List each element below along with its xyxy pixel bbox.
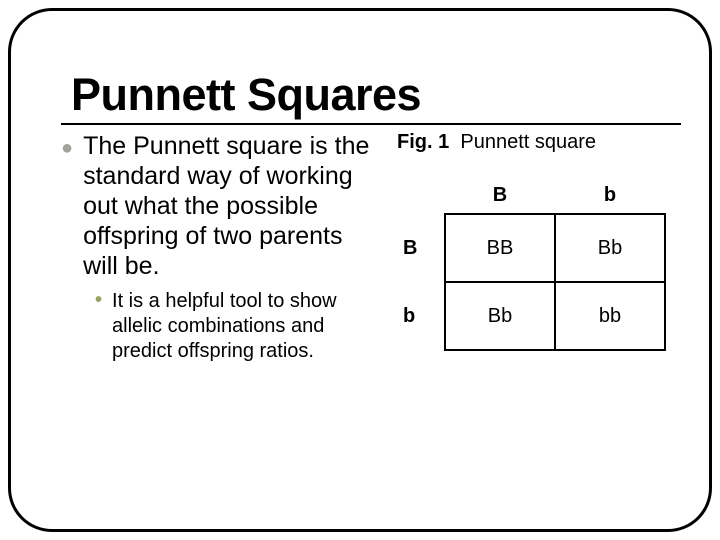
bullet-level1-text: The Punnett square is the standard way o… bbox=[83, 131, 381, 281]
punnett-square: B b B BB Bb b Bb bb bbox=[399, 176, 665, 350]
slide-content: Punnett Squares ● The Punnett square is … bbox=[11, 11, 709, 529]
cell-1-1: bb bbox=[554, 281, 666, 351]
slide-frame: Punnett Squares ● The Punnett square is … bbox=[8, 8, 712, 532]
text-column: ● The Punnett square is the standard way… bbox=[61, 131, 381, 364]
figure-caption-text: Punnett square bbox=[460, 131, 596, 153]
slide-title: Punnett Squares bbox=[71, 69, 659, 121]
cell-1-0: Bb bbox=[444, 281, 556, 351]
table-corner bbox=[399, 176, 445, 214]
bullet-dot-icon: ● bbox=[61, 133, 73, 163]
title-underline bbox=[61, 123, 681, 125]
cell-0-1: Bb bbox=[554, 213, 666, 283]
body-row: ● The Punnett square is the standard way… bbox=[61, 131, 659, 364]
col-header-0: B bbox=[445, 176, 555, 214]
figure-caption: Fig. 1 Punnett square bbox=[397, 131, 665, 154]
figure-label: Fig. 1 bbox=[397, 131, 449, 153]
figure-column: Fig. 1 Punnett square B b B BB Bb b Bb b… bbox=[393, 131, 665, 350]
row-header-1: b bbox=[399, 282, 445, 350]
cell-0-0: BB bbox=[444, 213, 556, 283]
bullet-level2: • It is a helpful tool to show allelic c… bbox=[95, 289, 381, 364]
bullet-level1: ● The Punnett square is the standard way… bbox=[61, 131, 381, 281]
bullet-level2-text: It is a helpful tool to show allelic com… bbox=[112, 289, 381, 364]
sub-bullet-dot-icon: • bbox=[95, 289, 102, 311]
row-header-0: B bbox=[399, 214, 445, 282]
col-header-1: b bbox=[555, 176, 665, 214]
